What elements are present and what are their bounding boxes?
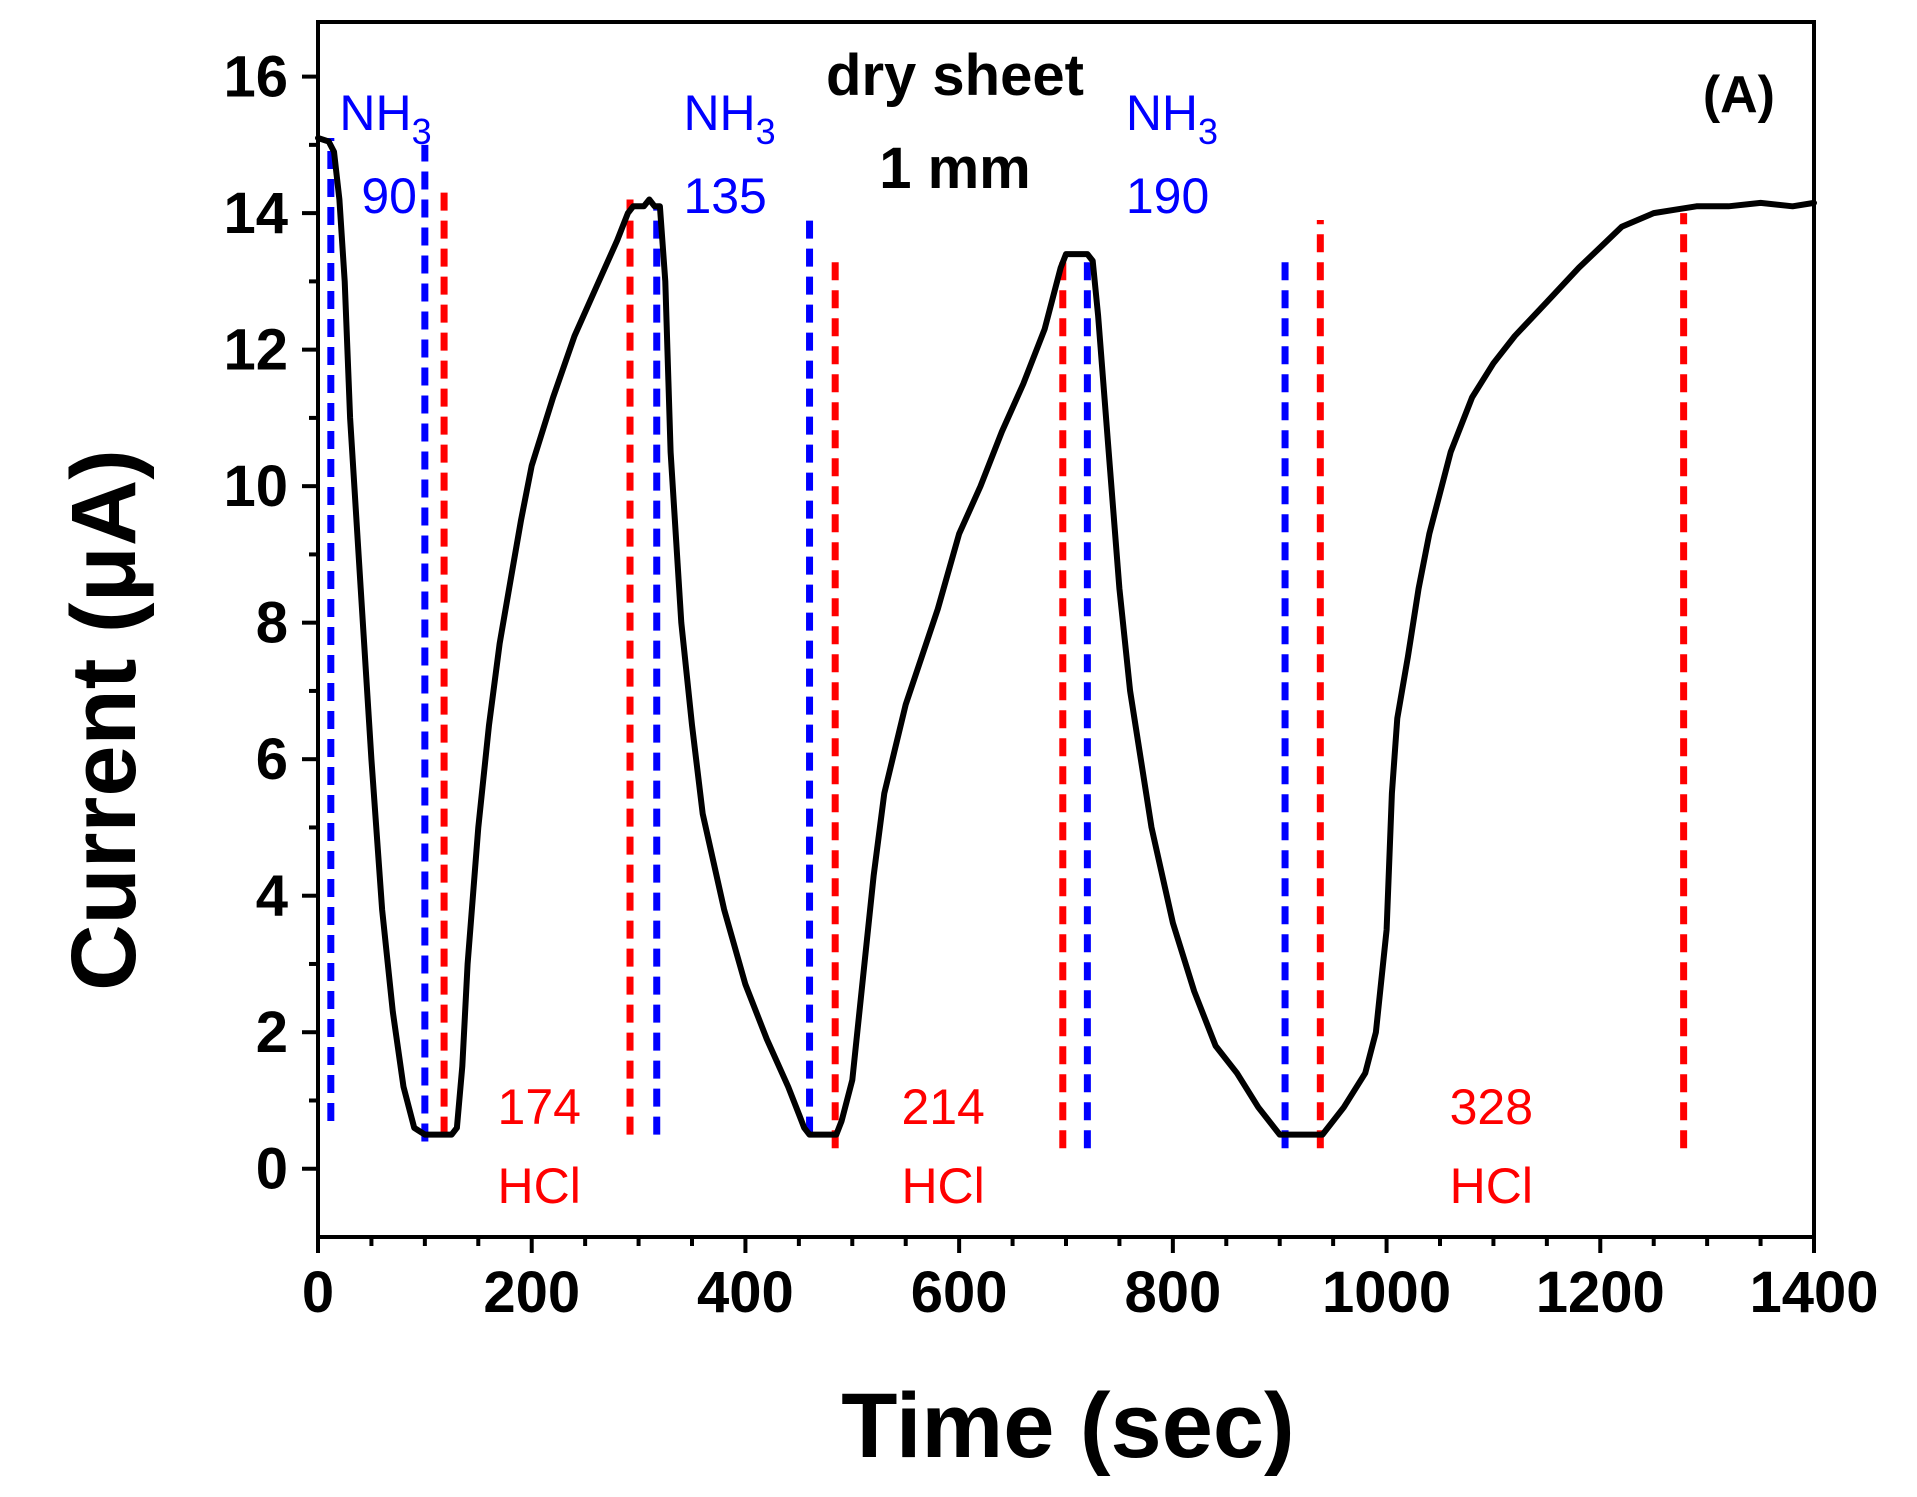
series-line-current bbox=[315, 135, 1817, 1138]
x-tick-label: 1200 bbox=[1536, 1260, 1665, 1325]
chart-annotation-title-line2: 1 mm bbox=[879, 136, 1031, 201]
x-tick-label: 600 bbox=[911, 1260, 1008, 1325]
nh3-value: 190 bbox=[1126, 168, 1209, 224]
y-tick-label: 6 bbox=[256, 727, 288, 792]
axes: 0 200 400 600 800 1000 1200 1400 0 2 4 6 8 10 12 14 16 bbox=[223, 20, 1879, 1325]
x-tick-label: 800 bbox=[1124, 1260, 1221, 1325]
hcl-label: HCl bbox=[1450, 1158, 1533, 1214]
y-tick-label: 14 bbox=[223, 181, 288, 246]
hcl-value: 174 bbox=[498, 1079, 581, 1135]
y-tick-label: 8 bbox=[256, 591, 288, 656]
x-axis-title: Time (sec) bbox=[841, 1375, 1294, 1477]
x-tick-label: 1400 bbox=[1749, 1260, 1878, 1325]
panel-label: (A) bbox=[1703, 66, 1775, 124]
y-tick-label: 2 bbox=[256, 1000, 288, 1065]
annotations: (A) dry sheet 1 mm NH3 90 NH3 135 NH3 190 174 H… bbox=[339, 43, 1775, 1214]
nh3-label: NH3 bbox=[339, 85, 431, 152]
hcl-label: HCl bbox=[901, 1158, 984, 1214]
hcl-value: 328 bbox=[1450, 1079, 1533, 1135]
y-tick-label: 4 bbox=[256, 864, 288, 929]
chart-annotation-title-line1: dry sheet bbox=[826, 43, 1084, 108]
y-tick-label: 0 bbox=[256, 1137, 288, 1202]
y-tick-label: 10 bbox=[223, 454, 288, 519]
nh3-value: 90 bbox=[361, 168, 417, 224]
hcl-value: 214 bbox=[901, 1079, 984, 1135]
x-tick-label: 200 bbox=[483, 1260, 580, 1325]
y-axis-title: Current (μA) bbox=[53, 449, 155, 991]
x-tick-label: 1000 bbox=[1322, 1260, 1451, 1325]
nh3-label: NH3 bbox=[1126, 85, 1218, 152]
x-tick-label: 0 bbox=[302, 1260, 334, 1325]
hcl-label: HCl bbox=[498, 1158, 581, 1214]
x-tick-label: 400 bbox=[697, 1260, 794, 1325]
marker-lines bbox=[327, 138, 1688, 1149]
y-tick-label: 12 bbox=[223, 318, 288, 383]
nh3-label: NH3 bbox=[683, 85, 775, 152]
y-tick-label: 16 bbox=[223, 45, 288, 110]
nh3-value: 135 bbox=[683, 168, 766, 224]
